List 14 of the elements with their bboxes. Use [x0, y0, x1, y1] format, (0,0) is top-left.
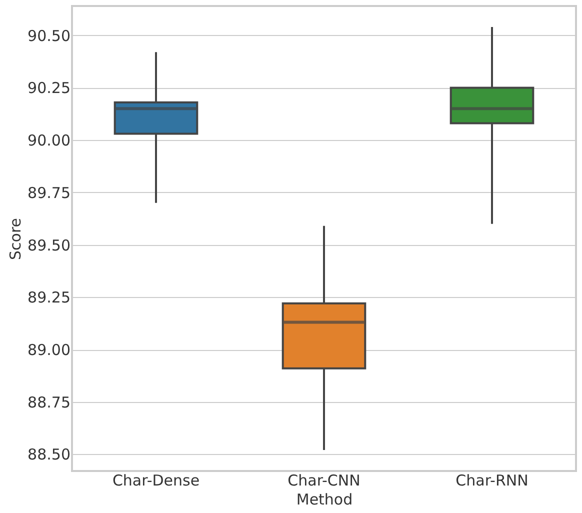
y-tick-label: 90.50: [28, 26, 70, 45]
y-tick-label: 88.50: [28, 446, 70, 464]
y-axis-title: Score: [6, 218, 25, 260]
x-tick-label: Char-RNN: [456, 472, 528, 490]
y-tick-label: 89.75: [28, 184, 70, 202]
x-axis-title: Method: [296, 490, 353, 508]
x-tick-label: Char-CNN: [288, 472, 360, 490]
y-tick-label: 90.25: [28, 79, 70, 98]
y-tick-label: 90.00: [28, 132, 70, 150]
y-tick-label: 89.25: [28, 288, 70, 307]
y-tick-label: 89.50: [28, 236, 70, 254]
x-tick-label: Char-Dense: [112, 472, 200, 490]
y-tick-label: 88.75: [28, 393, 70, 412]
y-tick-label: 89.00: [28, 341, 70, 360]
